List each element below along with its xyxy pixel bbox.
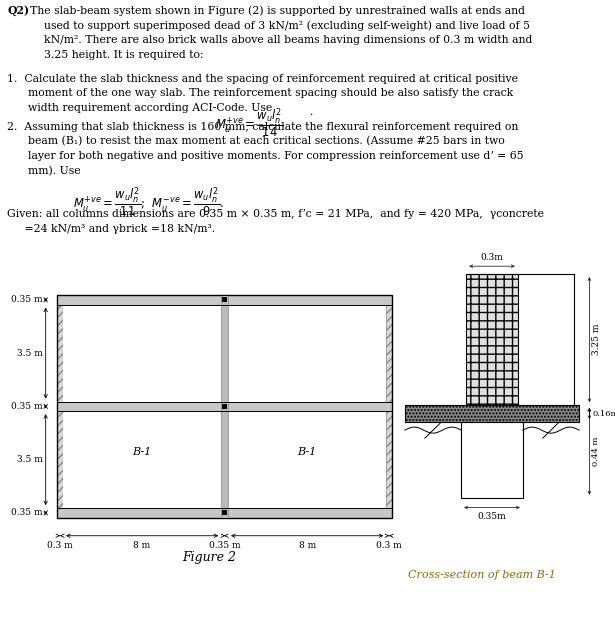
Text: .: .: [310, 106, 314, 117]
Bar: [57, 508, 392, 517]
Bar: [57, 295, 63, 517]
Text: 0.3 m: 0.3 m: [376, 541, 402, 550]
Text: $M_u^{+ve} = \dfrac{w_u l_n^2}{11}$;  $M_u^{-ve} = \dfrac{w_u l_n^2}{9}$.: $M_u^{+ve} = \dfrac{w_u l_n^2}{11}$; $M_…: [73, 186, 224, 218]
Text: 0.35m: 0.35m: [478, 511, 506, 521]
Bar: [222, 297, 227, 302]
Bar: [57, 295, 392, 517]
Text: 0.3m: 0.3m: [480, 253, 504, 262]
Text: 0.3 m: 0.3 m: [47, 541, 73, 550]
Text: $M_u^{+ve} = \dfrac{w_u l_n^2}{14}$: $M_u^{+ve} = \dfrac{w_u l_n^2}{14}$: [215, 106, 284, 139]
Text: 0.35 m: 0.35 m: [11, 402, 43, 411]
Text: B-1: B-1: [132, 447, 152, 457]
Text: 8 m: 8 m: [133, 541, 151, 550]
Text: 2.  Assuming that slab thickness is 160 mm, calculate the flexural reinforcement: 2. Assuming that slab thickness is 160 m…: [7, 122, 523, 176]
Text: 8 m: 8 m: [298, 541, 315, 550]
Text: Q2): Q2): [7, 5, 29, 16]
Text: 0.35 m: 0.35 m: [209, 541, 240, 550]
Text: 3.25 m: 3.25 m: [592, 324, 601, 355]
Text: 0.35 m: 0.35 m: [11, 295, 43, 305]
Text: B-1: B-1: [298, 447, 317, 457]
Bar: [405, 405, 579, 422]
Text: 0.35 m: 0.35 m: [11, 508, 43, 517]
Bar: [222, 511, 227, 516]
Text: 0.44 m: 0.44 m: [592, 436, 600, 466]
Text: Figure 2: Figure 2: [183, 551, 236, 564]
Text: Given: all columns dimensions are 0.35 m × 0.35 m, fʼc = 21 MPa,  and fy = 420 M: Given: all columns dimensions are 0.35 m…: [7, 209, 544, 234]
Text: Cross-section of beam B-1: Cross-section of beam B-1: [408, 570, 556, 580]
Bar: [461, 422, 523, 498]
Text: 0.16m: 0.16m: [592, 410, 615, 418]
Bar: [221, 295, 228, 517]
Text: The slab-beam system shown in Figure (2) is supported by unrestrained walls at e: The slab-beam system shown in Figure (2)…: [30, 5, 533, 59]
Bar: [63, 295, 386, 517]
Bar: [466, 274, 518, 405]
Text: 3.5 m: 3.5 m: [17, 455, 43, 464]
Text: 3.5 m: 3.5 m: [17, 348, 43, 358]
Text: 1.  Calculate the slab thickness and the spacing of reinforcement required at cr: 1. Calculate the slab thickness and the …: [7, 74, 518, 113]
Bar: [386, 295, 392, 517]
Bar: [57, 402, 392, 411]
Bar: [222, 404, 227, 409]
Bar: [57, 295, 392, 305]
